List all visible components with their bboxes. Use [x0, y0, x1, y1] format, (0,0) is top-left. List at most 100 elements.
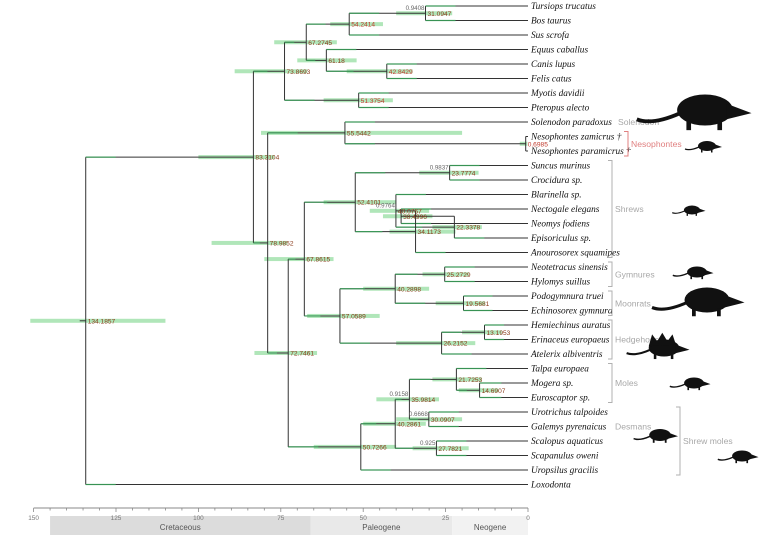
node-age: 26.2152 — [444, 341, 468, 348]
clade-label: Nesophontes — [631, 139, 682, 149]
shrew-silhouette — [671, 205, 706, 216]
node-support: 0.9408 — [406, 5, 425, 12]
axis-tick-label: 50 — [360, 515, 368, 522]
node-age: 134.1857 — [88, 318, 116, 325]
clade-label: Hedgehogs — [615, 335, 659, 345]
tip-label: Hylomys suillus — [530, 278, 591, 288]
node-age: 25.2729 — [447, 272, 471, 279]
tip-label: Bos taurus — [531, 17, 571, 27]
tip-label: Talpa europaea — [531, 365, 589, 375]
tip-label: Blarinella sp. — [531, 191, 582, 201]
time-axis: 150 125 100 75 50 25 0 — [28, 507, 530, 522]
tip-label: Urotrichus talpoides — [531, 408, 608, 418]
node-age: 21.7253 — [458, 377, 482, 384]
node-age: 55.5442 — [347, 130, 371, 137]
hedgehog-silhouette — [626, 332, 690, 360]
tip-label: Equus caballus — [530, 46, 588, 56]
clade-bracket — [608, 319, 613, 360]
clade-bracket — [608, 290, 613, 316]
ci-bar — [211, 240, 288, 245]
node-support: 0.9764 — [376, 202, 395, 209]
clade-label: Shrew moles — [683, 436, 733, 446]
tip-label: Crocidura sp. — [531, 176, 582, 186]
tip-label: Mogera sp. — [530, 379, 573, 389]
node-age: 40.2898 — [397, 286, 421, 293]
node-support: 0.9837 — [430, 164, 449, 171]
tip-label: Suncus murinus — [531, 162, 591, 172]
node-age: 30.0907 — [431, 417, 455, 424]
period-bar: Cretaceous Paleogene Neogene — [50, 516, 528, 535]
tip-label: Neotetracus sinensis — [530, 263, 608, 273]
tip-label: Loxodonta — [530, 481, 571, 491]
node-age: 0.6985 — [528, 141, 549, 148]
ci-bar — [30, 318, 166, 323]
axis-tick-label: 75 — [277, 515, 285, 522]
clade-bracket — [676, 406, 681, 476]
tip-label: Echinosorex gymnura — [530, 307, 613, 317]
node-age: 61.18 — [328, 58, 345, 65]
clade-label: Moonrats — [615, 298, 651, 308]
period-band — [452, 516, 528, 535]
solenodon-silhouette — [636, 94, 752, 131]
axis-tick-label: 125 — [111, 515, 122, 522]
axis-tick-label: 100 — [193, 515, 204, 522]
node-age: 38.4996 — [403, 214, 427, 221]
tip-label: Solenodon paradoxus — [531, 118, 612, 128]
clade-label: Moles — [615, 378, 638, 388]
tree-branches — [79, 5, 528, 486]
confidence-bars — [30, 11, 528, 451]
node-age: 19.5681 — [466, 301, 490, 308]
node-age: 67.8615 — [306, 257, 330, 264]
tip-label: Tursiops trucatus — [531, 2, 596, 12]
node-age: 57.0589 — [342, 313, 366, 320]
period-label: Paleogene — [362, 523, 401, 532]
tip-label: Scapanulus oweni — [531, 452, 599, 462]
gymnure-silhouette — [672, 266, 714, 280]
tip-label: Atelerix albiventris — [530, 350, 603, 360]
node-age: 52.4101 — [357, 200, 381, 207]
tip-label: Erinaceus europaeus — [530, 336, 610, 346]
tip-label: Canis lupus — [531, 60, 576, 70]
node-age: 13.1953 — [487, 330, 511, 337]
tip-label: Scalopus aquaticus — [531, 437, 603, 447]
clade-label: Solenodon — [618, 117, 659, 127]
tip-label: Myotis davidii — [530, 89, 585, 99]
period-label: Neogene — [474, 523, 507, 532]
tip-label: Sus scrofa — [531, 30, 569, 41]
clade-bracket — [608, 363, 613, 403]
node-age: 54.2414 — [351, 22, 375, 29]
clade-label: Desmans — [615, 422, 651, 432]
silhouettes — [626, 94, 759, 464]
ci-bar — [323, 200, 397, 205]
axis-tick-label: 150 — [28, 515, 39, 522]
node-age: 40.0767 — [398, 208, 422, 215]
mole-silhouette — [669, 377, 711, 391]
period-band — [50, 516, 311, 535]
clade-label: Shrews — [615, 204, 644, 214]
ci-bar — [363, 286, 430, 291]
tip-label: Galemys pyrenaicus — [531, 423, 607, 433]
tip-label: Hemiechinus auratus — [530, 321, 611, 331]
ci-bar — [330, 22, 383, 27]
node-age: 14.6907 — [482, 388, 506, 395]
clade-label: Gymnures — [615, 269, 655, 279]
node-age: 31.0947 — [428, 11, 452, 18]
node-age: 35.9814 — [411, 397, 435, 404]
desman-silhouette — [633, 429, 678, 443]
ci-bar — [432, 377, 482, 382]
axis-tick-label: 25 — [442, 515, 450, 522]
tip-label: Anourosorex squamipes — [530, 249, 620, 259]
node-support: 0.925 — [420, 440, 436, 447]
moonrat-silhouette — [651, 287, 745, 317]
clade-bracket — [608, 261, 613, 287]
shrew-mole-silhouette — [717, 450, 759, 464]
node-age: 34.1173 — [418, 229, 442, 236]
tip-label: Nesophontes zamicrus † — [530, 133, 622, 143]
tip-labels: Tursiops trucatus Bos taurus Sus scrofa Equ… — [530, 2, 631, 491]
tip-label: Uropsilus gracilis — [531, 466, 598, 476]
node-age: 73.8693 — [287, 69, 311, 76]
ci-bar — [412, 446, 469, 451]
axis-tick-label: 0 — [526, 515, 530, 522]
